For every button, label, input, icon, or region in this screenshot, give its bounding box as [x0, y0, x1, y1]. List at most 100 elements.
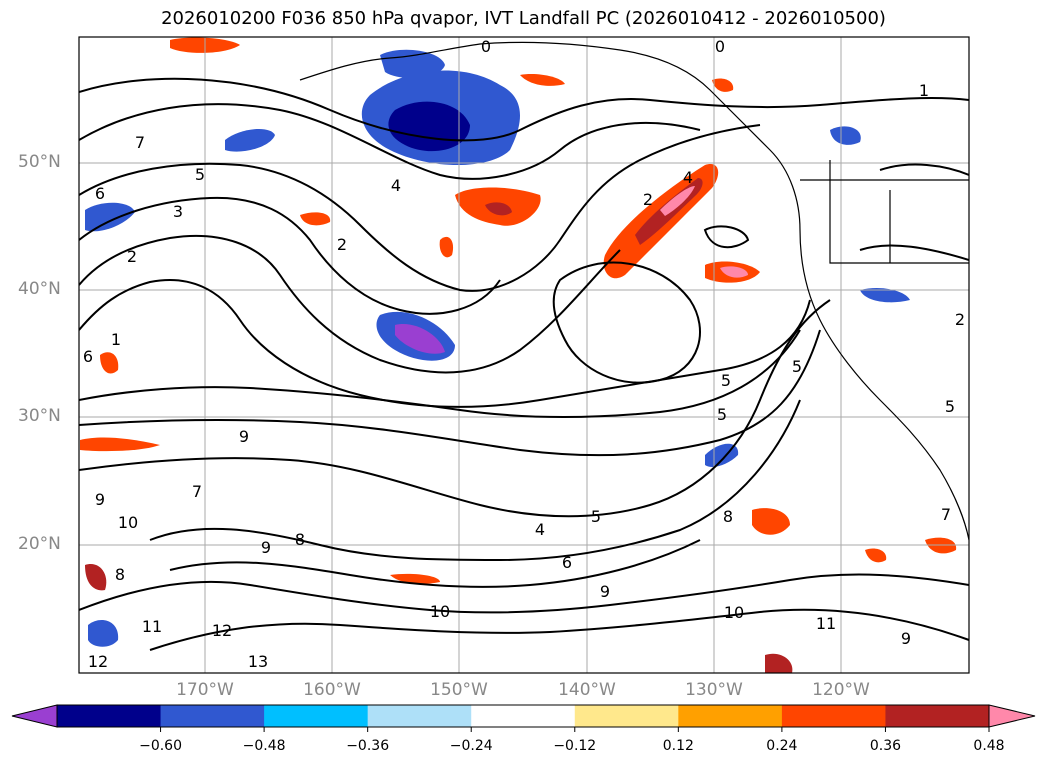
positive-anomaly-west-2 — [85, 564, 107, 591]
lon-label-150w: 150°W — [430, 680, 488, 700]
contour-label: 4 — [535, 520, 545, 539]
lon-label-120w: 120°W — [812, 680, 870, 700]
positive-anomaly-east-core — [720, 266, 748, 278]
positive-anomaly-west-1 — [80, 437, 160, 452]
colorbar-segment — [160, 705, 265, 727]
colorbar-segment — [678, 705, 783, 727]
positive-anomaly-sm-4 — [520, 74, 565, 86]
contour-label: 8 — [295, 530, 305, 549]
contour-label: 2 — [955, 310, 965, 329]
contour-label: 6 — [95, 184, 105, 203]
contour-label: 7 — [941, 505, 951, 524]
colorbar-tick-label: −0.12 — [553, 738, 596, 754]
contour-label: 9 — [600, 582, 610, 601]
positive-anomaly-sm-3 — [100, 352, 119, 374]
colorbar-segment — [471, 705, 576, 727]
colorbar-tick-label: −0.48 — [243, 738, 286, 754]
contour-label: 4 — [683, 168, 693, 187]
contour-label: 9 — [901, 629, 911, 648]
coastline — [299, 41, 969, 541]
contour-label: 5 — [591, 507, 601, 526]
negative-anomaly-central-core — [395, 324, 445, 354]
contour-label: 12 — [212, 621, 232, 640]
negative-anomaly-north — [380, 49, 445, 79]
lon-label-170w: 170°W — [176, 680, 234, 700]
colorbar-tick-label: 0.48 — [973, 738, 1004, 754]
colorbar-tick-label: 0.24 — [766, 738, 797, 754]
contour-label: 10 — [724, 603, 744, 622]
positive-anomaly-sw — [752, 508, 790, 535]
contour-label: 5 — [721, 371, 731, 390]
contour-label: 10 — [430, 602, 450, 621]
positive-anomaly-ar-peak — [660, 186, 695, 216]
negative-anomaly-core — [388, 101, 470, 152]
colorbar-tick-label: 0.36 — [870, 738, 901, 754]
contour-label: 7 — [135, 133, 145, 152]
contour-label: 7 — [192, 482, 202, 501]
colorbar-tick-label: −0.60 — [139, 738, 182, 754]
contour-label: 5 — [195, 165, 205, 184]
negative-anomaly-west — [225, 128, 275, 152]
colorbar: −0.60 −0.48 −0.36 −0.24 −0.12 0.12 0.24 0.36 0.4… — [11, 704, 1036, 754]
lat-label-30: 30°N — [18, 406, 61, 426]
colorbar-segment — [57, 705, 162, 727]
contour-label: 6 — [562, 553, 572, 572]
positive-anomaly-sm-2 — [439, 236, 454, 258]
colorbar-segment — [781, 705, 886, 727]
contour-label: 9 — [95, 490, 105, 509]
contour-label: 12 — [88, 652, 108, 671]
contour-label: 1 — [919, 81, 929, 100]
contour-label: 8 — [115, 565, 125, 584]
lat-label-40: 40°N — [18, 279, 61, 299]
colorbar-segment — [574, 705, 679, 727]
contour-label: 3 — [173, 202, 183, 221]
lon-label-140w: 140°W — [558, 680, 616, 700]
positive-anomaly-sm-7 — [712, 78, 734, 92]
colorbar-tick-label: −0.36 — [346, 738, 389, 754]
contour-label: 5 — [792, 357, 802, 376]
contour-label: 2 — [643, 190, 653, 209]
negative-anomaly-sw — [88, 620, 119, 647]
lat-label-50: 50°N — [18, 152, 61, 172]
contours — [79, 77, 969, 651]
contour-label: 8 — [723, 507, 733, 526]
contour-label: 11 — [142, 617, 162, 636]
contour-label: 1 — [111, 330, 121, 349]
negative-anomaly-far-west — [85, 202, 135, 232]
lon-label-130w: 130°W — [685, 680, 743, 700]
contour-label: 0 — [481, 37, 491, 56]
positive-anomaly-north-core — [485, 202, 512, 216]
colorbar-segment — [264, 705, 369, 727]
colorbar-tick-label: −0.24 — [450, 738, 493, 754]
colorbar-segment — [367, 705, 472, 727]
contour-label: 9 — [261, 538, 271, 557]
colorbar-segment — [885, 705, 990, 727]
contour-label: 10 — [118, 513, 138, 532]
map-frame — [78, 36, 970, 674]
contour-label: 0 — [715, 37, 725, 56]
negative-anomaly-coast-2 — [860, 288, 910, 303]
colorbar-arrow-low — [11, 704, 58, 728]
colorbar-arrow-high — [988, 704, 1036, 728]
positive-anomaly-s — [765, 653, 793, 673]
contour-label: 5 — [945, 397, 955, 416]
anomaly-shading — [80, 37, 957, 673]
contour-label: 2 — [337, 235, 347, 254]
contour-label: 6 — [83, 347, 93, 366]
lat-label-20: 20°N — [18, 534, 61, 554]
contour-label: 2 — [127, 247, 137, 266]
contour-label: 5 — [717, 405, 727, 424]
positive-anomaly-sm-6 — [865, 548, 887, 563]
positive-anomaly-sm-1 — [300, 212, 331, 226]
positive-anomaly-se — [925, 537, 957, 554]
colorbar-tick-label: 0.12 — [663, 738, 694, 754]
contour-label: 9 — [239, 427, 249, 446]
contour-label: 13 — [248, 652, 268, 671]
contour-label: 11 — [816, 614, 836, 633]
lon-label-160w: 160°W — [303, 680, 361, 700]
colorbar-frame — [56, 704, 990, 728]
contour-label: 4 — [391, 176, 401, 195]
negative-anomaly-coast — [830, 126, 861, 145]
